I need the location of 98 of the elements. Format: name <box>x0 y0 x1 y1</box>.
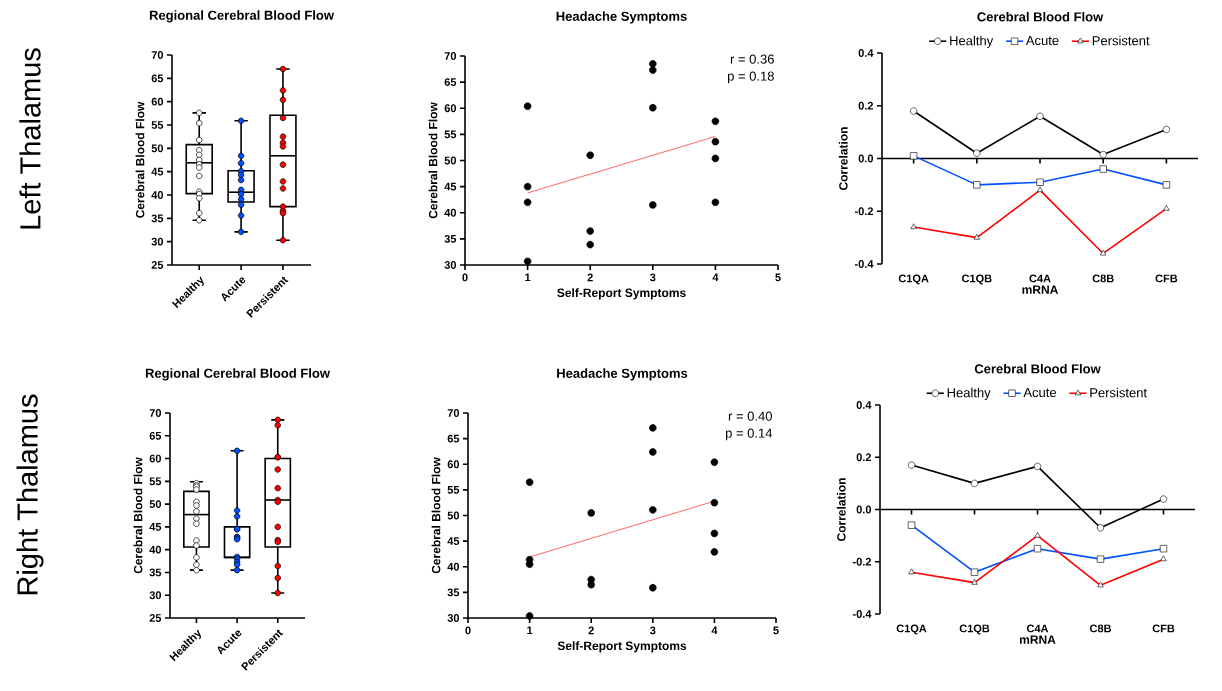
y-tick-label: 30 <box>149 591 162 600</box>
y-tick-label: 45 <box>151 167 164 176</box>
chart-title: Headache Symptoms <box>557 368 688 381</box>
x-tick-label: 2 <box>587 273 593 282</box>
y-tick-label: 50 <box>151 144 164 153</box>
y-tick-label: 70 <box>447 409 460 417</box>
x-tick-label: 0 <box>465 626 471 635</box>
y-tick-label: 65 <box>151 74 164 83</box>
x-tick-label: 1 <box>525 273 531 282</box>
chart-title: Cerebral Blood Flow <box>977 11 1104 22</box>
x-tick-label: 3 <box>650 626 656 635</box>
x-tick-label: 2 <box>588 626 594 635</box>
y-tick-label: 60 <box>444 104 457 113</box>
y-tick-label: 30 <box>444 261 457 269</box>
x-axis-title: mRNA <box>1022 285 1059 294</box>
y-tick-label: 40 <box>151 191 164 199</box>
x-tick-label: C1QA <box>898 274 929 285</box>
y-axis-title: Cerebral Blood Flow <box>133 457 143 574</box>
x-tick-label: 1 <box>527 626 533 635</box>
y-tick-label: 35 <box>149 568 162 577</box>
x-axis-title: Self-Report Symptoms <box>557 641 687 653</box>
y-tick-label: 50 <box>447 511 460 520</box>
x-tick-label: 5 <box>775 273 781 282</box>
y-tick-label: 30 <box>447 614 460 622</box>
y-tick-label: 25 <box>151 261 164 269</box>
y-tick-label: 70 <box>444 52 457 60</box>
chart-title: Regional Cerebral Blood Flow <box>145 368 330 381</box>
y-tick-label: 60 <box>149 454 162 463</box>
y-tick-label: 40 <box>447 562 460 571</box>
annotation: p = 0.18 <box>727 71 774 84</box>
x-tick-label: C4A <box>1029 274 1051 283</box>
y-tick-label: 45 <box>149 523 162 531</box>
annotation: p = 0.14 <box>725 428 773 441</box>
annotation: r = 0.36 <box>730 54 774 64</box>
y-tick-label: 50 <box>149 500 162 509</box>
y-tick-label: 40 <box>444 208 457 217</box>
y-tick-label: -0.2 <box>854 207 874 216</box>
legend-label: Persistent <box>1090 387 1147 398</box>
legend-label: Acute <box>1025 36 1059 46</box>
y-tick-label: 70 <box>151 51 164 59</box>
legend-label: Persistent <box>1092 35 1150 46</box>
y-tick-label: 0.0 <box>858 154 874 163</box>
chart-title: Regional Cerebral Blood Flow <box>149 10 334 23</box>
y-tick-label: 0.2 <box>858 101 874 110</box>
y-tick-label: 35 <box>151 214 164 223</box>
y-tick-label: -0.2 <box>852 557 872 566</box>
y-tick-label: 0.4 <box>856 401 872 409</box>
x-tick-label: C1QB <box>961 274 992 285</box>
x-axis-title: Self-Report Symptoms <box>557 288 686 300</box>
y-tick-label: -0.4 <box>852 610 872 618</box>
chart-title: Headache Symptoms <box>556 11 687 24</box>
y-tick-label: 0.2 <box>856 453 872 462</box>
y-axis-title: Cerebral Blood Flow <box>431 457 441 574</box>
y-tick-label: 45 <box>444 182 457 191</box>
chart-title: Cerebral Blood Flow <box>974 363 1101 374</box>
x-tick-label: CFB <box>1152 624 1175 633</box>
x-tick-label: C8B <box>1092 274 1114 283</box>
x-tick-label: 4 <box>712 273 719 282</box>
y-tick-label: 70 <box>149 409 162 417</box>
y-tick-label: 0.4 <box>858 49 874 57</box>
y-tick-label: 55 <box>151 121 164 129</box>
y-tick-label: 30 <box>151 237 164 246</box>
y-tick-label: 55 <box>149 477 162 486</box>
y-tick-label: 35 <box>444 234 457 243</box>
y-tick-label: 60 <box>151 97 164 106</box>
x-tick-label: 0 <box>462 273 468 282</box>
text: Left Thalamus <box>19 48 41 229</box>
x-tick-label: 5 <box>773 626 779 635</box>
y-tick-label: 60 <box>447 460 460 469</box>
x-axis-title: mRNA <box>1019 635 1056 644</box>
legend-label: Healthy <box>950 35 994 48</box>
y-axis-title: Cerebral Blood Flow <box>428 102 438 219</box>
x-tick-label: 4 <box>711 626 718 635</box>
x-tick-label: C1QA <box>896 624 927 635</box>
annotation: r = 0.40 <box>728 411 772 421</box>
y-tick-label: -0.4 <box>854 260 874 268</box>
text: Right Thalamus <box>16 394 44 595</box>
y-tick-label: 45 <box>447 537 460 545</box>
y-axis-title: Correlation <box>838 127 848 191</box>
y-tick-label: 65 <box>447 434 460 443</box>
y-axis-title: Cerebral Blood Flow <box>135 101 145 218</box>
x-tick-label: C1QB <box>959 624 990 635</box>
legend-label: Acute <box>1023 388 1057 398</box>
x-tick-label: 3 <box>650 273 656 282</box>
y-tick-label: 55 <box>444 130 457 139</box>
x-tick-label: CFB <box>1155 274 1178 283</box>
y-tick-label: 40 <box>149 545 162 554</box>
y-tick-label: 25 <box>149 614 162 622</box>
y-tick-label: 65 <box>444 78 457 87</box>
y-tick-label: 65 <box>149 431 162 440</box>
y-tick-label: 55 <box>447 486 460 494</box>
legend-label: Healthy <box>947 387 991 400</box>
y-tick-label: 35 <box>447 588 460 597</box>
y-axis-title: Correlation <box>836 478 846 542</box>
x-tick-label: C8B <box>1089 624 1111 633</box>
y-tick-label: 50 <box>444 156 457 165</box>
x-tick-label: C4A <box>1026 624 1049 633</box>
y-tick-label: 0.0 <box>856 505 872 514</box>
